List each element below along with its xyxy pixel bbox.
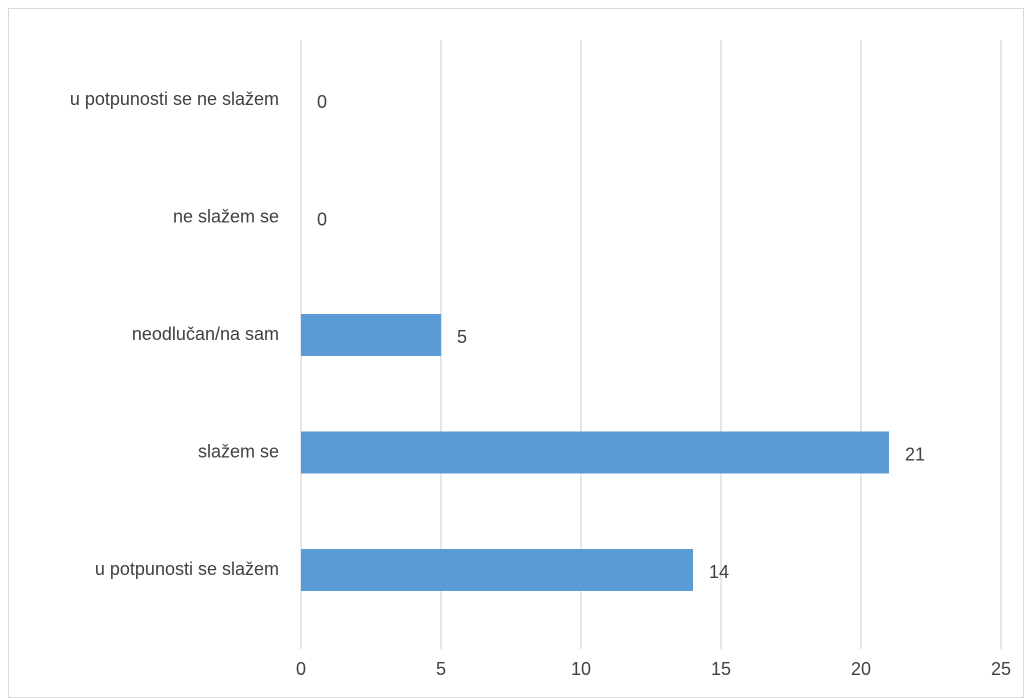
gridlines bbox=[300, 40, 1002, 649]
x-tick-label: 10 bbox=[571, 659, 591, 679]
bar bbox=[301, 431, 889, 474]
category-label: slažem se bbox=[198, 441, 279, 461]
data-label: 0 bbox=[317, 92, 327, 112]
labels: 0 5 10 15 20 25 u potpunosti se ne slažem 0 ne s… bbox=[70, 89, 1011, 679]
category-label: u potpunosti se ne slažem bbox=[70, 89, 279, 109]
x-tick-label: 20 bbox=[851, 659, 871, 679]
x-tick-label: 15 bbox=[711, 659, 731, 679]
category-label: ne slažem se bbox=[173, 206, 279, 226]
data-label: 14 bbox=[709, 562, 729, 582]
bar-chart: 0 5 10 15 20 25 u potpunosti se ne slažem 0 ne s… bbox=[70, 40, 1011, 679]
data-label: 0 bbox=[317, 209, 327, 229]
data-label: 21 bbox=[905, 444, 925, 464]
data-label: 5 bbox=[457, 327, 467, 347]
bar bbox=[301, 314, 441, 356]
x-tick-label: 25 bbox=[991, 659, 1011, 679]
bar bbox=[301, 549, 693, 591]
category-label: neodlučan/na sam bbox=[132, 324, 279, 344]
category-label: u potpunosti se slažem bbox=[95, 559, 279, 579]
x-tick-label: 5 bbox=[436, 659, 446, 679]
bars bbox=[301, 314, 889, 591]
x-tick-label: 0 bbox=[296, 659, 306, 679]
